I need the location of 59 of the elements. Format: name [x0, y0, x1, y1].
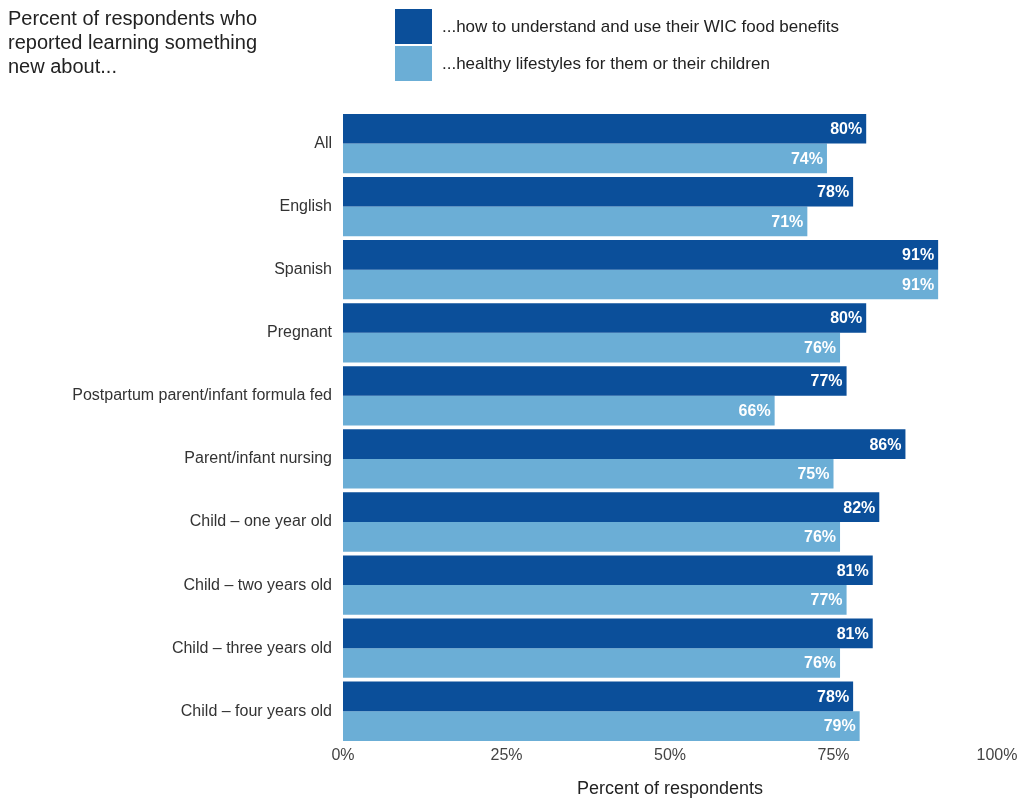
bar: [343, 395, 775, 426]
bar: [343, 618, 873, 649]
data-label: 76%: [804, 528, 837, 546]
bar: [343, 366, 847, 396]
data-label: 71%: [771, 212, 804, 230]
data-label: 81%: [836, 561, 869, 579]
bar: [343, 585, 847, 615]
y-tick-label: English: [279, 197, 332, 215]
bar: [343, 492, 880, 523]
data-label: 79%: [823, 717, 856, 735]
x-tick-label: 0%: [331, 745, 355, 763]
bar: [343, 303, 867, 333]
text: Percent of respondents who reported learning something new about...: [8, 6, 259, 78]
y-tick-label: Child – three years old: [171, 638, 332, 656]
data-label: 91%: [902, 275, 935, 293]
data-label: 80%: [830, 309, 863, 327]
y-tick-label: Postpartum parent/infant formula fed: [72, 386, 332, 404]
bar: [343, 711, 860, 741]
y-tick-label: Spanish: [274, 260, 332, 278]
y-tick-label: Child – one year old: [189, 512, 332, 530]
data-label: 78%: [817, 183, 850, 201]
y-tick-label: Child – four years old: [180, 701, 332, 719]
bar: [343, 522, 841, 552]
bar: [343, 143, 827, 174]
data-label: 82%: [843, 498, 876, 516]
data-label: 86%: [869, 435, 902, 453]
bar: [343, 240, 939, 270]
bar: [343, 429, 906, 459]
data-label: 80%: [830, 120, 863, 138]
data-label: 77%: [810, 591, 843, 609]
y-tick-label: Pregnant: [267, 323, 333, 341]
legend-label: ...healthy lifestyles for them or their children: [442, 53, 770, 74]
data-label: 76%: [804, 339, 837, 357]
bar: [343, 681, 854, 712]
data-label: 91%: [902, 246, 935, 264]
data-label: 77%: [810, 372, 843, 390]
bar: [343, 113, 867, 144]
bar: [343, 206, 808, 237]
bar: [343, 555, 873, 586]
data-label: 81%: [836, 624, 869, 642]
y-tick-label: Parent/infant nursing: [184, 449, 332, 467]
data-label: 76%: [804, 654, 837, 672]
y-tick-label: All: [314, 133, 332, 151]
bar: [343, 458, 834, 489]
data-label: 66%: [738, 402, 771, 420]
x-tick-label: 25%: [490, 745, 523, 763]
data-label: 75%: [797, 465, 830, 483]
x-tick-label: 100%: [976, 745, 1018, 763]
legend-label: ...how to understand and use their WIC food benefits: [442, 16, 839, 37]
x-tick-label: 75%: [817, 745, 850, 763]
x-axis-title: Percent of respondents: [575, 778, 765, 799]
data-label: 78%: [817, 687, 850, 705]
bar: [343, 648, 841, 678]
y-tick-label: Child – two years old: [183, 575, 332, 593]
data-label: 74%: [790, 149, 823, 167]
bar: [343, 332, 841, 363]
x-tick-label: 50%: [653, 745, 687, 763]
bar: [343, 269, 939, 300]
bar: [343, 176, 854, 207]
